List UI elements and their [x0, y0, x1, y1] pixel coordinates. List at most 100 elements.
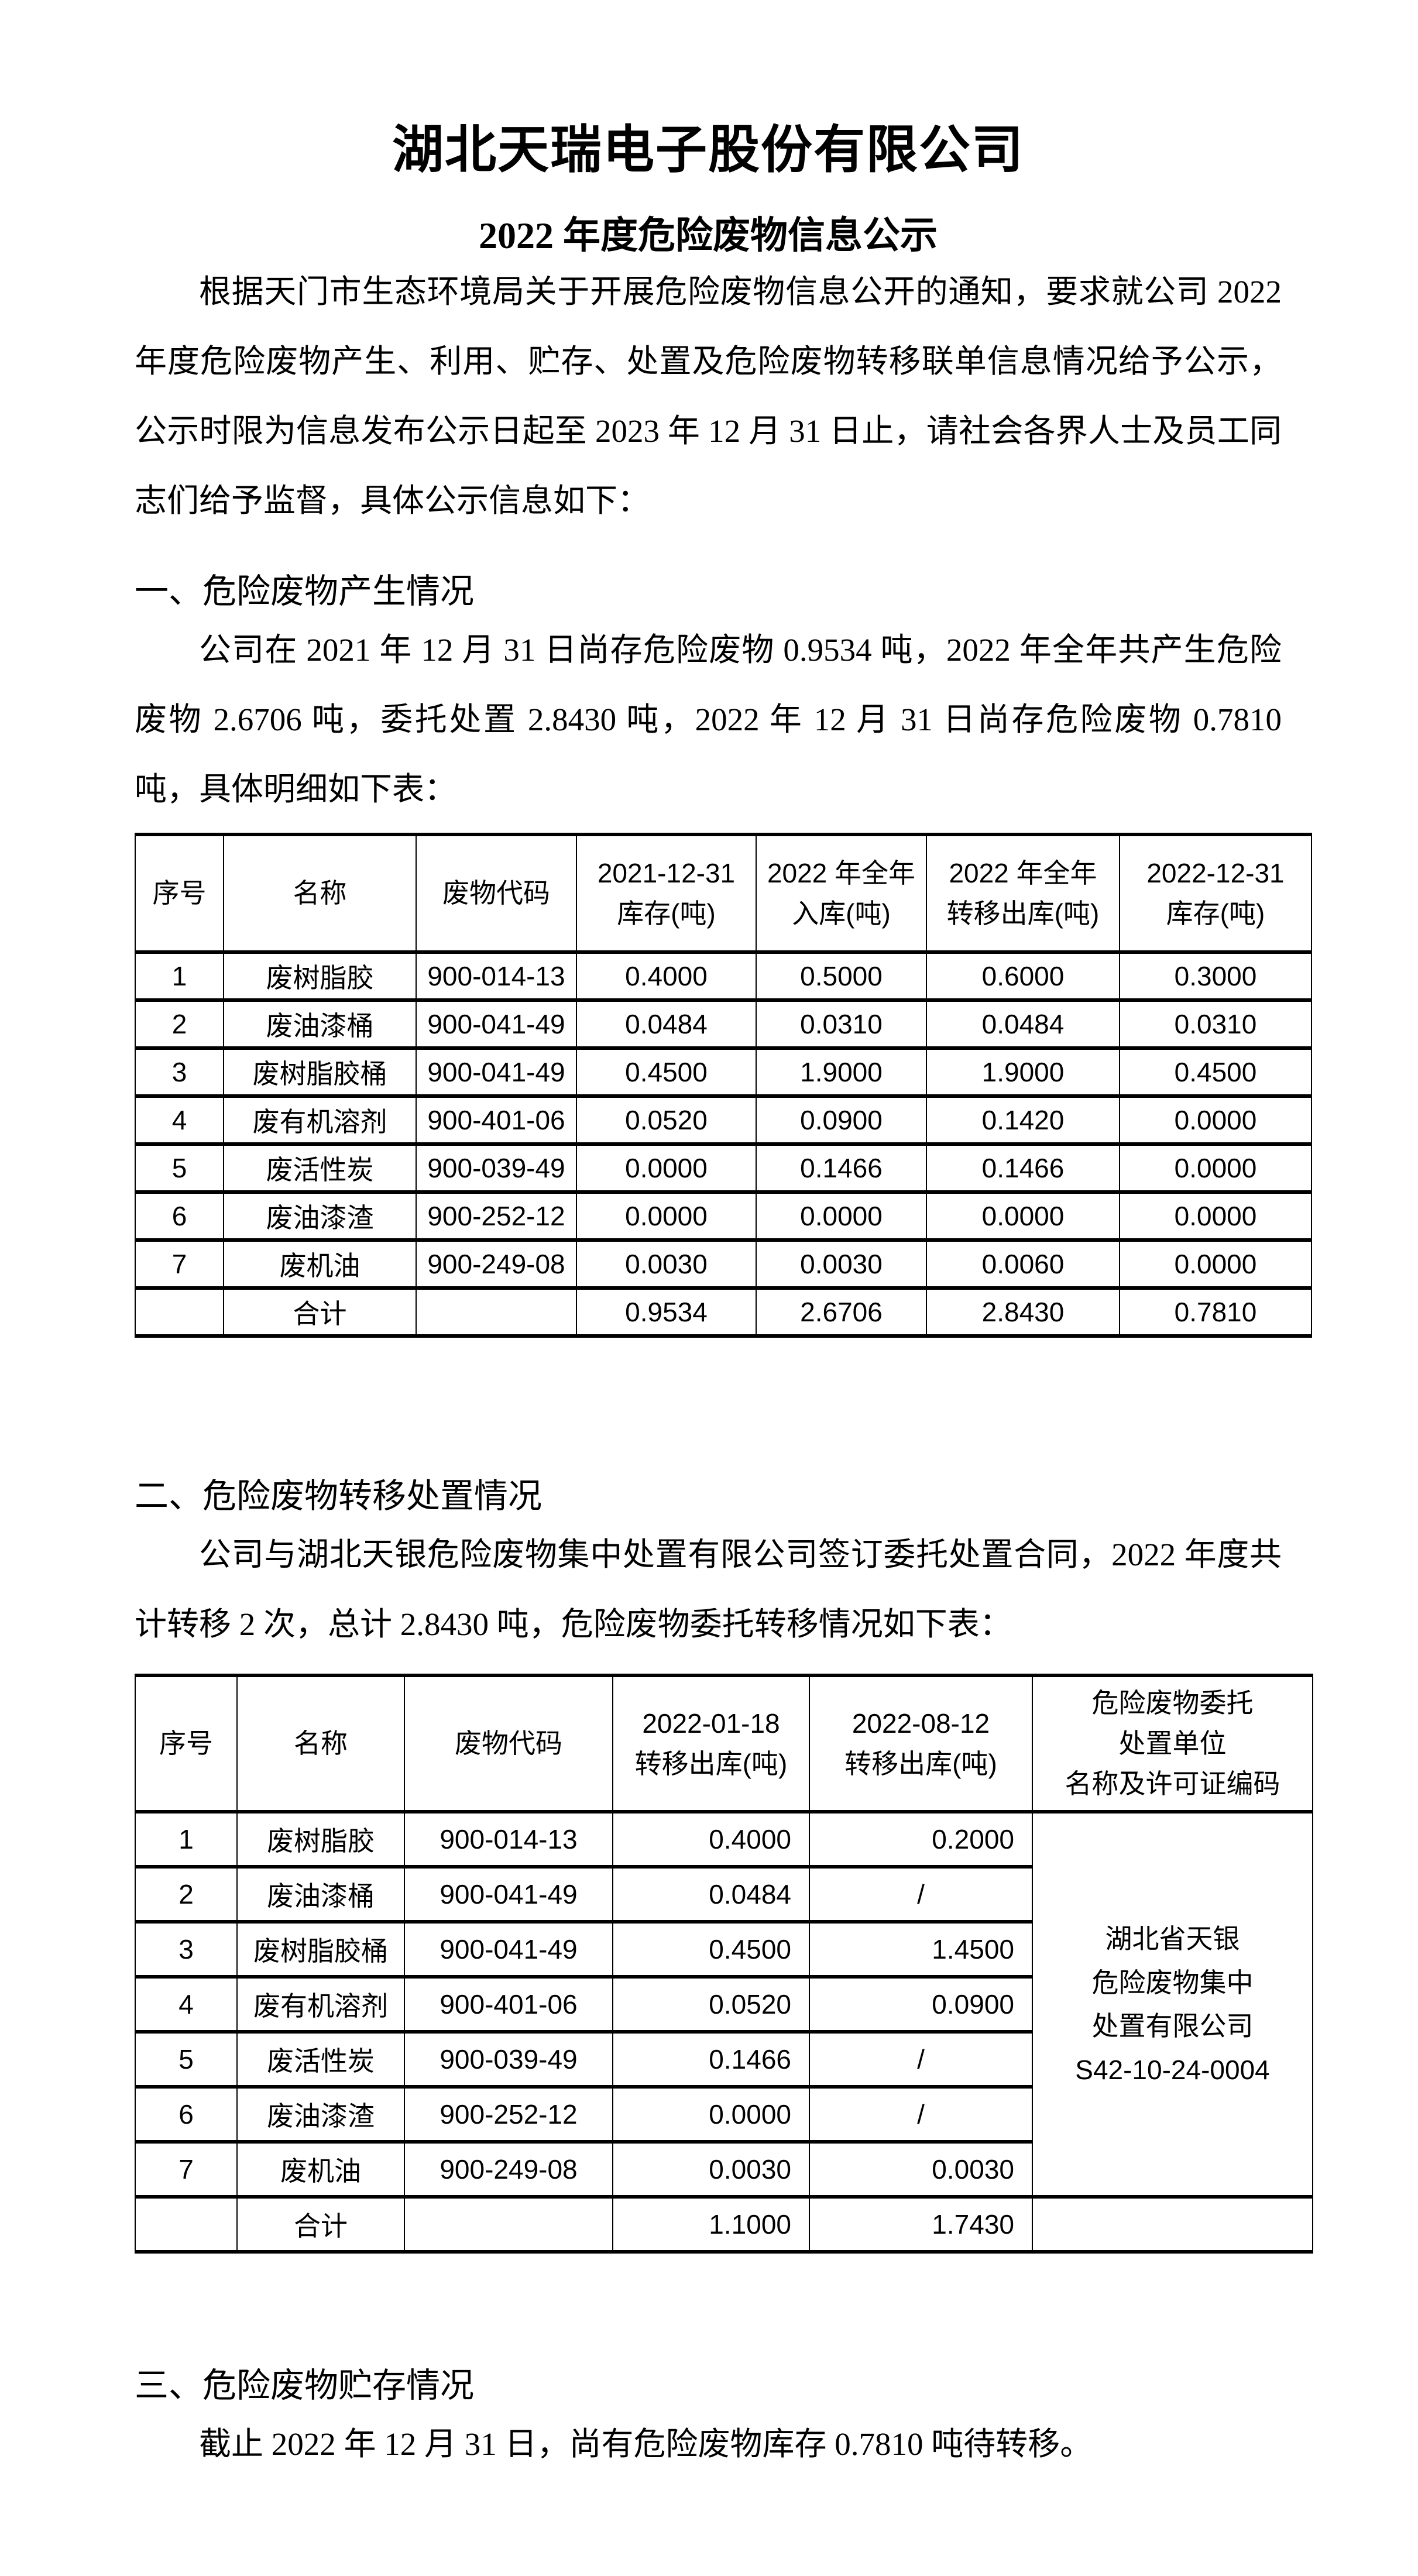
table-cell	[135, 2195, 238, 2254]
table-cell: 0.0030	[809, 2140, 1033, 2199]
table-cell: 0.0000	[612, 2085, 810, 2144]
table-cell: /	[809, 1865, 1033, 1924]
table-row: 3 废树脂胶桶 900-041-49 0.4500 1.9000 1.9000 0.4500	[135, 1046, 1312, 1098]
table-header-cell: 2022 年全年 转移出库(吨)	[926, 833, 1120, 954]
table-cell: 0.0000	[576, 1190, 757, 1242]
table-cell: 900-249-08	[416, 1238, 577, 1290]
table-row: 5 废活性炭 900-039-49 0.0000 0.1466 0.1466 0.0000	[135, 1142, 1312, 1194]
table-cell: 合计	[236, 2195, 405, 2254]
table-cell: 1.7430	[809, 2195, 1033, 2254]
table-cell: 0.0000	[1119, 1190, 1312, 1242]
table-cell: 900-249-08	[404, 2140, 613, 2199]
table-total-row: 合计 1.1000 1.7430	[135, 2195, 1313, 2254]
table-cell: 0.2000	[809, 1810, 1033, 1869]
table-cell: 废油漆渣	[236, 2085, 405, 2144]
table-header-cell: 危险废物委托 处置单位 名称及许可证编码	[1032, 1674, 1313, 1814]
table-header-cell: 2022-12-31 库存(吨)	[1119, 833, 1312, 954]
table-cell: 2.6706	[756, 1286, 927, 1338]
table-row: 6 废油漆渣 900-252-12 0.0000 0.0000 0.0000 0.0000	[135, 1190, 1312, 1242]
table-cell: 0.0520	[576, 1094, 757, 1146]
table-cell: /	[809, 2030, 1033, 2089]
table-total-row: 合计 0.9534 2.6706 2.8430 0.7810	[135, 1286, 1312, 1338]
table-row: 3 废树脂胶桶 900-041-49 0.4500 1.4500	[135, 1920, 1313, 1979]
table-row: 6 废油漆渣 900-252-12 0.0000/	[135, 2085, 1313, 2144]
section-1-paragraph: 公司在 2021 年 12 月 31 日尚存危险废物 0.9534 吨，2022…	[135, 632, 1282, 808]
table-cell: 0.1466	[926, 1142, 1120, 1194]
table-cell: 0.0030	[612, 2140, 810, 2199]
table-cell: 900-039-49	[404, 2030, 613, 2089]
waste-transfer-table-header: 序号 名称 废物代码 2022-01-18 转移出库(吨) 2022-08-12 转移出…	[135, 1674, 1313, 1814]
table-header-cell: 序号	[135, 833, 224, 954]
table-cell: 0.4000	[576, 950, 757, 1002]
table-header-row: 序号 名称 废物代码 2022-01-18 转移出库(吨) 2022-08-12 转移出…	[135, 1674, 1313, 1814]
table-header-cell: 2022-01-18 转移出库(吨)	[612, 1674, 810, 1814]
table-header-cell: 废物代码	[404, 1674, 613, 1814]
table-cell: 3	[135, 1046, 224, 1098]
table-cell: 0.0030	[756, 1238, 927, 1290]
table-cell: 0.0520	[612, 1975, 810, 2034]
table-cell: 0.0310	[1119, 998, 1312, 1050]
table-row: 1 废树脂胶 900-014-13 0.4000 0.2000 湖北省天银 危险废物集中 …	[135, 1810, 1313, 2199]
table-cell: 0.0030	[576, 1238, 757, 1290]
table-cell: 0.9534	[576, 1286, 757, 1338]
table-header-cell: 2021-12-31 库存(吨)	[576, 833, 757, 954]
table-cell: 900-039-49	[416, 1142, 577, 1194]
waste-transfer-table: 序号 名称 废物代码 2022-01-18 转移出库(吨) 2022-08-12 转移出…	[135, 1674, 1313, 2254]
table-header-cell: 序号	[135, 1674, 238, 1814]
table-cell: 0.0484	[612, 1865, 810, 1924]
table-cell: 废油漆渣	[223, 1190, 417, 1242]
table-cell: 7	[135, 1238, 224, 1290]
table-cell: 0.4500	[1119, 1046, 1312, 1098]
table-cell: 0.0000	[926, 1190, 1120, 1242]
table-cell: 900-041-49	[404, 1920, 613, 1979]
table-header-cell: 2022-08-12 转移出库(吨)	[809, 1674, 1033, 1814]
table-cell: 0.0000	[1119, 1238, 1312, 1290]
table-cell: 900-401-06	[416, 1094, 577, 1146]
table-cell: 0.6000	[926, 950, 1120, 1002]
table-cell	[416, 1286, 577, 1338]
table-cell: 废活性炭	[223, 1142, 417, 1194]
table-cell: 1.9000	[756, 1046, 927, 1098]
table-cell: 900-252-12	[416, 1190, 577, 1242]
table-cell: 废树脂胶桶	[236, 1920, 405, 1979]
table-header-cell: 名称	[223, 833, 417, 954]
section-2-heading: 二、危险废物转移处置情况	[135, 1477, 543, 1516]
table-cell: 0.0000	[756, 1190, 927, 1242]
section-1-heading: 一、危险废物产生情况	[135, 572, 475, 611]
table-cell: 900-401-06	[404, 1975, 613, 2034]
table-header-row: 序号 名称 废物代码 2021-12-31 库存(吨) 2022 年全年 入库(吨) 20…	[135, 833, 1312, 954]
table-row: 2 废油漆桶 900-041-49 0.0484 0.0310 0.0484 0.0310	[135, 998, 1312, 1050]
table-cell: 2	[135, 998, 224, 1050]
table-cell: 1	[135, 950, 224, 1002]
table-cell: 900-041-49	[416, 1046, 577, 1098]
table-cell: 废树脂胶	[223, 950, 417, 1002]
table-cell: 7	[135, 2140, 238, 2199]
section-3-paragraph: 截止 2022 年 12 月 31 日，尚有危险废物库存 0.7810 吨待转移…	[199, 2426, 1093, 2462]
table-cell: 0.0000	[1119, 1094, 1312, 1146]
waste-generation-table: 序号 名称 废物代码 2021-12-31 库存(吨) 2022 年全年 入库(吨) 20…	[135, 833, 1312, 1338]
table-cell: 0.5000	[756, 950, 927, 1002]
table-cell	[404, 2195, 613, 2254]
table-cell	[135, 1286, 224, 1338]
table-cell: 0.4500	[576, 1046, 757, 1098]
table-cell: 废机油	[223, 1238, 417, 1290]
table-row: 2 废油漆桶 900-041-49 0.0484/	[135, 1865, 1313, 1924]
table-header-cell: 名称	[236, 1674, 405, 1814]
table-cell: 0.0900	[809, 1975, 1033, 2034]
table-cell: 0.0060	[926, 1238, 1120, 1290]
table-cell: 0.1466	[756, 1142, 927, 1194]
table-cell: 废油漆桶	[223, 998, 417, 1050]
company-title: 湖北天瑞电子股份有限公司	[392, 122, 1024, 179]
table-cell: 废树脂胶桶	[223, 1046, 417, 1098]
table-cell: 900-252-12	[404, 2085, 613, 2144]
table-cell: 废油漆桶	[236, 1865, 405, 1924]
table-cell: /	[809, 2085, 1033, 2144]
section-2-paragraph: 公司与湖北天银危险废物集中处置有限公司签订委托处置合同，2022 年度共计转移 …	[135, 1537, 1282, 1643]
table-cell	[1032, 2195, 1313, 2254]
table-row: 7 废机油 900-249-08 0.0030 0.0030	[135, 2140, 1313, 2199]
table-cell: 0.4500	[612, 1920, 810, 1979]
table-cell: 4	[135, 1094, 224, 1146]
table-cell: 0.1466	[612, 2030, 810, 2089]
table-cell: 6	[135, 1190, 224, 1242]
